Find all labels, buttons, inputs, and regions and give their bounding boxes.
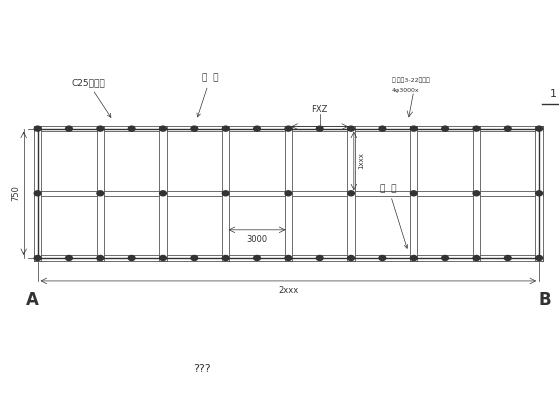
Circle shape (160, 191, 166, 196)
Text: 4φ3000x: 4φ3000x (391, 88, 419, 93)
Circle shape (34, 126, 41, 131)
Circle shape (379, 255, 386, 260)
Circle shape (128, 126, 135, 131)
Circle shape (316, 126, 323, 131)
Circle shape (160, 255, 166, 260)
Bar (34, 191, 543, 196)
Circle shape (473, 255, 480, 260)
Circle shape (348, 255, 354, 260)
Circle shape (254, 255, 260, 260)
Circle shape (34, 191, 41, 196)
Bar (410, 126, 417, 261)
Circle shape (536, 126, 543, 131)
Circle shape (379, 126, 386, 131)
Circle shape (66, 255, 72, 260)
Bar (284, 126, 292, 261)
Text: 1: 1 (549, 89, 557, 100)
Circle shape (505, 126, 511, 131)
Circle shape (97, 191, 104, 196)
Text: 1xxx: 1xxx (358, 152, 365, 169)
Text: A: A (26, 291, 39, 309)
Circle shape (473, 191, 480, 196)
Circle shape (348, 191, 354, 196)
Text: 2xxx: 2xxx (278, 286, 298, 295)
Text: B: B (538, 291, 551, 309)
Bar (222, 126, 229, 261)
Bar (34, 126, 41, 261)
Text: C25级格构: C25级格构 (71, 78, 111, 117)
Circle shape (191, 255, 198, 260)
Circle shape (410, 191, 417, 196)
Circle shape (160, 126, 166, 131)
Circle shape (34, 255, 41, 260)
Circle shape (222, 126, 229, 131)
Circle shape (254, 126, 260, 131)
Bar (38, 129, 539, 258)
Text: 3000: 3000 (246, 235, 268, 244)
Bar (160, 126, 167, 261)
Circle shape (285, 191, 292, 196)
Circle shape (222, 191, 229, 196)
Circle shape (316, 255, 323, 260)
Circle shape (536, 255, 543, 260)
Bar (347, 126, 354, 261)
Text: 锁  索: 锁 索 (380, 184, 408, 248)
Circle shape (348, 126, 354, 131)
Circle shape (473, 126, 480, 131)
Text: FXZ: FXZ (311, 105, 328, 114)
Circle shape (442, 126, 449, 131)
Bar (473, 126, 480, 261)
Circle shape (536, 191, 543, 196)
Circle shape (442, 255, 449, 260)
Bar (535, 126, 543, 261)
Circle shape (222, 255, 229, 260)
Text: ???: ??? (193, 364, 211, 373)
Circle shape (505, 255, 511, 260)
Circle shape (97, 126, 104, 131)
Circle shape (66, 126, 72, 131)
Bar (97, 126, 104, 261)
Circle shape (285, 255, 292, 260)
Text: 注:锚杆3-22等分上: 注:锚杆3-22等分上 (391, 77, 430, 83)
Circle shape (410, 255, 417, 260)
Circle shape (128, 255, 135, 260)
Circle shape (410, 126, 417, 131)
Text: 锁  杆: 锁 杆 (197, 74, 218, 117)
Bar (34, 126, 543, 131)
Circle shape (191, 126, 198, 131)
Text: 750: 750 (11, 185, 20, 201)
Circle shape (97, 255, 104, 260)
Circle shape (285, 126, 292, 131)
Bar (34, 255, 543, 261)
